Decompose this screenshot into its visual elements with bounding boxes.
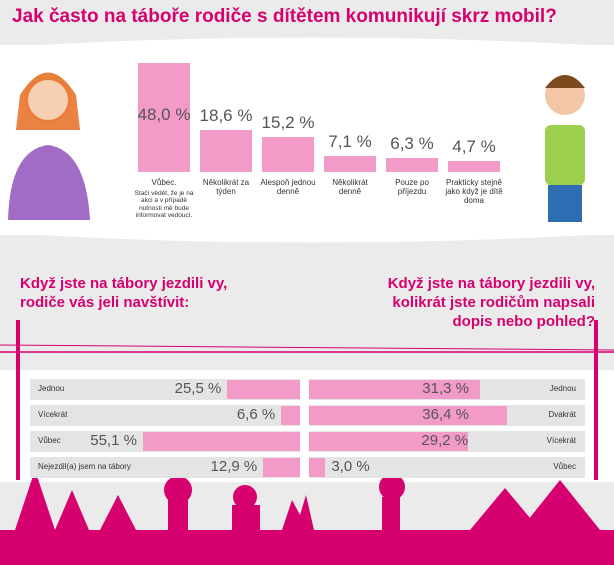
category-label: Několikrát za týden [202, 178, 250, 197]
category-label: Vícekrát [38, 410, 68, 419]
value-label: 31,3 % [422, 380, 469, 397]
category-label: Jednou [38, 384, 65, 393]
value-label: 25,5 % [174, 380, 222, 397]
left-panel-title: Když jste na tábory jezdili vy, rodiče v… [20, 275, 228, 311]
value-label: 7,1 % [328, 131, 372, 151]
bar [281, 406, 300, 425]
value-label: 3,0 % [331, 458, 370, 475]
value-label: 29,2 % [421, 432, 469, 449]
bar [309, 406, 508, 425]
category-label: Vůbec [553, 462, 576, 471]
bar [138, 63, 190, 172]
value-label: 6,3 % [390, 133, 434, 153]
row-background [30, 457, 300, 478]
category-label: Vícekrát [546, 436, 576, 445]
right-panel-title: Když jste na tábory jezdili vy, kolikrát… [387, 275, 595, 330]
category-label: Dvakrát [548, 410, 576, 419]
bar [142, 432, 300, 451]
row-background [30, 405, 300, 426]
category-label: Nejezdil(a) jsem na tábory [38, 462, 131, 471]
value-label: 4,7 % [452, 137, 496, 157]
value-label: 48,0 % [137, 105, 191, 125]
bar [386, 157, 438, 172]
bar [262, 137, 314, 172]
value-label: 15,2 % [261, 113, 315, 133]
category-label: Alespoň jednou denně [260, 178, 316, 197]
category-label: Několikrát denně [332, 178, 368, 197]
bar [448, 161, 500, 172]
value-label: 18,6 % [199, 105, 253, 125]
value-label: 55,1 % [90, 432, 137, 449]
value-label: 6,6 % [236, 406, 276, 423]
bar [309, 458, 326, 477]
bar [227, 380, 300, 399]
bar [309, 432, 469, 451]
bar [200, 129, 252, 172]
category-label: Jednou [549, 384, 576, 393]
value-label: 12,9 % [210, 458, 258, 475]
category-label: Prakticky stejně jako když je dítě doma [445, 178, 503, 206]
row-background [309, 457, 585, 478]
category-label: Vůbec [38, 436, 61, 445]
bar [309, 380, 480, 399]
category-label: Vůbec. [151, 178, 177, 187]
value-label: 36,4 % [422, 406, 469, 423]
bar [263, 458, 300, 477]
chart-title: Jak často na táboře rodiče s dítětem kom… [12, 6, 557, 27]
category-label: Pouze po příjezdu [395, 178, 429, 197]
bar [324, 155, 376, 172]
annotation: Stačí vědět, že je na akci a v případě n… [134, 190, 194, 220]
